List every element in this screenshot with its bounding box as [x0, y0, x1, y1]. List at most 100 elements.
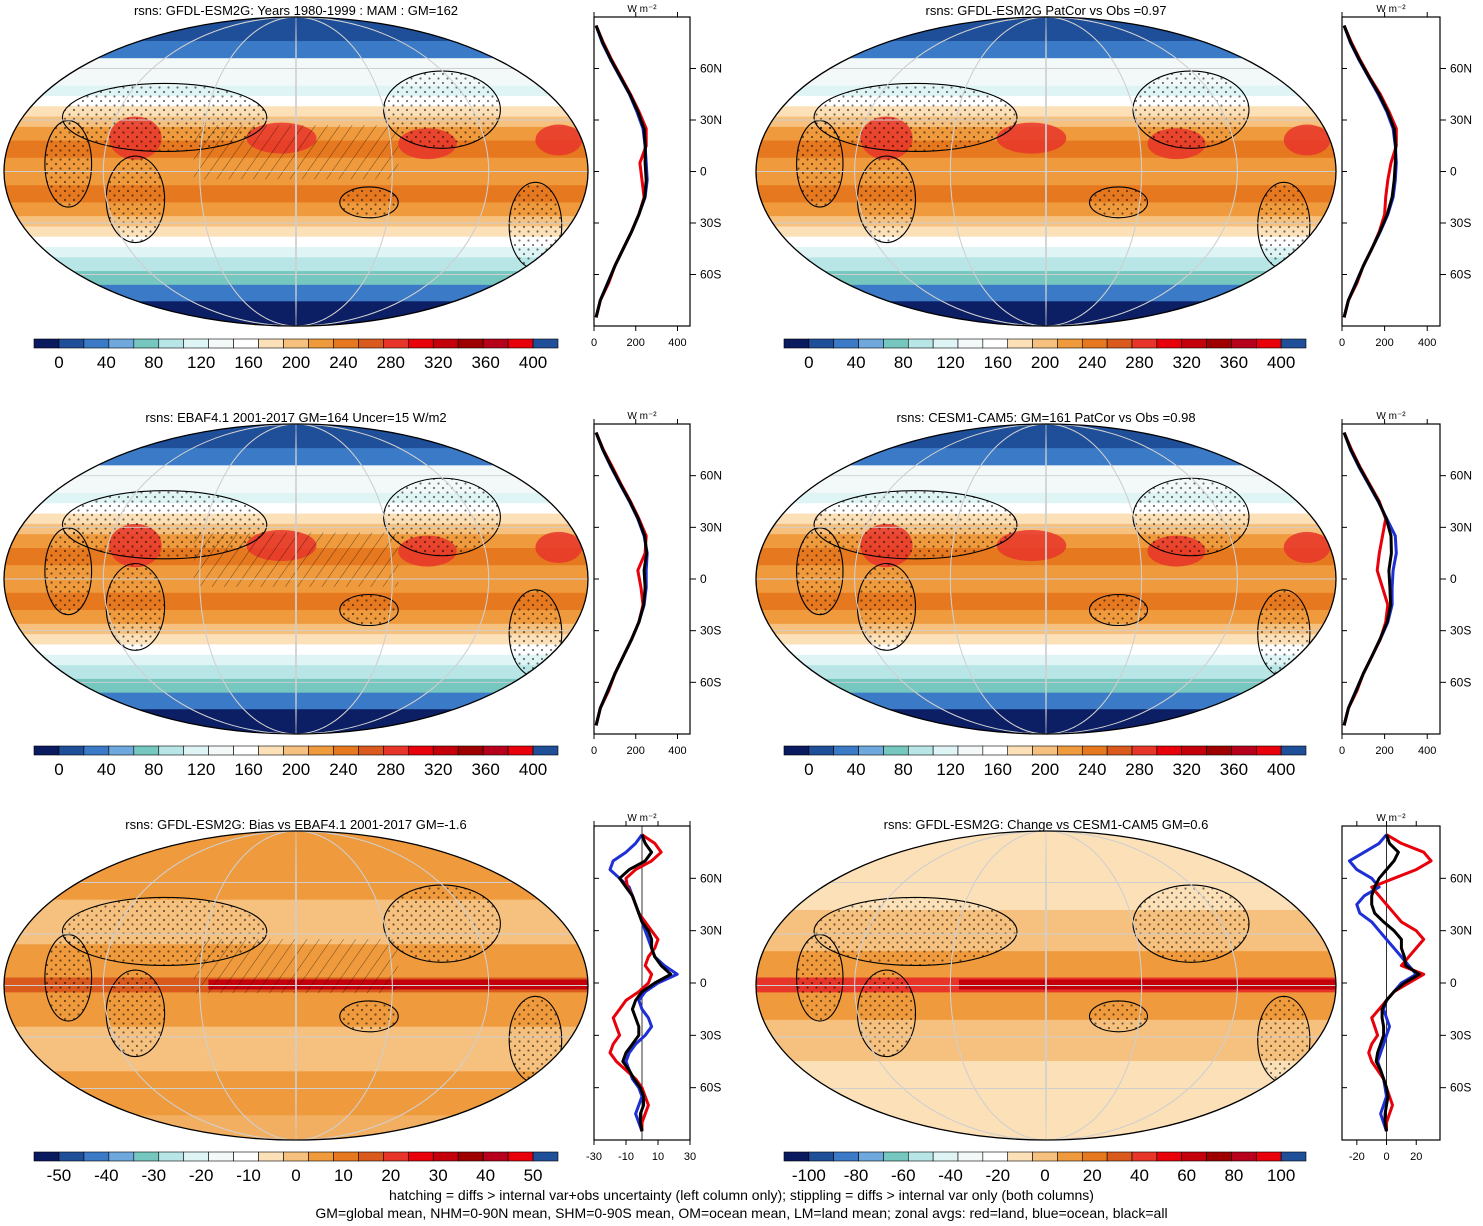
map-band — [756, 651, 1336, 656]
colorbar-swatch — [482, 1151, 509, 1162]
map-band — [4, 475, 588, 480]
map-band — [756, 109, 1336, 114]
map-band — [4, 685, 588, 690]
colorbar-tick-label: 360 — [1220, 760, 1248, 779]
map-band — [756, 181, 1336, 186]
map-stippling — [814, 490, 1017, 559]
colorbar-tick-label: 0 — [804, 760, 813, 779]
map-band — [756, 841, 1336, 846]
map-band — [4, 896, 588, 901]
colorbar-swatch — [507, 745, 534, 756]
colorbar-swatch — [1106, 745, 1133, 756]
map-band — [756, 1023, 1336, 1028]
colorbar-tick-label: -80 — [844, 1166, 869, 1185]
zonal-unit-label: W m⁻² — [1376, 813, 1406, 824]
map-band — [4, 458, 588, 463]
map-warm-region — [996, 530, 1067, 562]
map-band — [756, 855, 1336, 860]
colorbar-swatch — [108, 1151, 135, 1162]
zonal-lat-label: 60N — [700, 62, 722, 76]
colorbar-tick-label: 0 — [1040, 1166, 1049, 1185]
map-band — [756, 424, 1336, 429]
map-band — [756, 848, 1336, 853]
zonal-lat-label: 60N — [700, 871, 722, 885]
map-stippling — [796, 934, 843, 1022]
colorbar-swatch — [457, 745, 484, 756]
colorbar-swatch — [58, 745, 85, 756]
map-band — [4, 906, 588, 911]
colorbar-tick-label: 160 — [984, 353, 1012, 372]
map-band — [756, 682, 1336, 687]
map-band — [4, 1081, 588, 1086]
colorbar-swatch — [858, 745, 884, 756]
map-band — [4, 288, 588, 293]
map-band — [4, 281, 588, 286]
map-band — [756, 641, 1336, 646]
colorbar-swatch — [932, 338, 959, 349]
colorbar-swatch — [1007, 338, 1033, 349]
map-stippling — [857, 156, 916, 243]
map-band — [4, 865, 588, 870]
map-band — [4, 455, 588, 460]
map-band — [756, 1112, 1336, 1117]
colorbar-tick-label: 240 — [329, 760, 357, 779]
map-band — [4, 861, 588, 866]
map-band — [756, 699, 1336, 704]
map-band — [756, 882, 1336, 887]
map-antarctica — [4, 709, 588, 734]
panel-title-p2: rsns: GFDL-ESM2G PatCor vs Obs =0.97 — [925, 3, 1167, 18]
colorbar-tick-label: -20 — [985, 1166, 1010, 1185]
map-band — [4, 195, 588, 200]
map-band — [4, 1071, 588, 1076]
map-band — [4, 1136, 588, 1140]
map-band — [4, 1133, 588, 1138]
colorbar-swatch — [982, 1151, 1009, 1162]
map-band — [756, 920, 1336, 925]
map-band — [756, 1074, 1336, 1079]
map-band — [4, 506, 588, 511]
map-band — [4, 1047, 588, 1052]
colorbar-p2: 0 40 80 120 160 200 240 280 320 360 400 — [783, 338, 1307, 372]
map-band — [756, 1012, 1336, 1017]
map-stippling — [1133, 885, 1249, 963]
map-band — [756, 205, 1336, 210]
colorbar-tick-label: -20 — [189, 1166, 214, 1185]
map-band — [756, 889, 1336, 894]
colorbar-swatch — [1131, 338, 1158, 349]
colorbar-swatch — [1255, 338, 1282, 349]
colorbar-swatch — [383, 1151, 409, 1162]
map-band — [756, 482, 1336, 487]
map-band — [756, 523, 1336, 528]
map-band — [756, 223, 1336, 228]
zonal-lat-label: 60S — [700, 675, 721, 689]
map-band — [4, 637, 588, 642]
map-band — [4, 1119, 588, 1124]
map-band — [4, 596, 588, 601]
map-band — [4, 1026, 588, 1031]
colorbar-tick-label: 60 — [1177, 1166, 1196, 1185]
map-band — [4, 1067, 588, 1072]
map-band — [756, 458, 1336, 463]
map-band — [756, 1061, 1336, 1066]
map-band — [756, 1043, 1336, 1048]
map-band — [4, 1109, 588, 1114]
map-band — [4, 1030, 588, 1035]
colorbar-swatch — [507, 1151, 534, 1162]
map-band — [756, 1037, 1336, 1042]
map-band — [756, 685, 1336, 690]
map-band — [756, 696, 1336, 701]
colorbar-swatch — [383, 745, 409, 756]
map-band — [4, 233, 588, 238]
colorbar-tick-label: -30 — [141, 1166, 166, 1185]
map-band — [756, 1081, 1336, 1086]
colorbar-tick-label: 40 — [847, 760, 866, 779]
map-graticule-lon — [295, 17, 297, 326]
map-band — [756, 496, 1336, 501]
map-band — [756, 906, 1336, 911]
map-band — [756, 212, 1336, 217]
map-band — [756, 999, 1336, 1004]
map-graticule-lon — [1045, 424, 1047, 734]
colorbar-tick-label: 320 — [1172, 760, 1200, 779]
colorbar-tick-label: 280 — [377, 760, 405, 779]
